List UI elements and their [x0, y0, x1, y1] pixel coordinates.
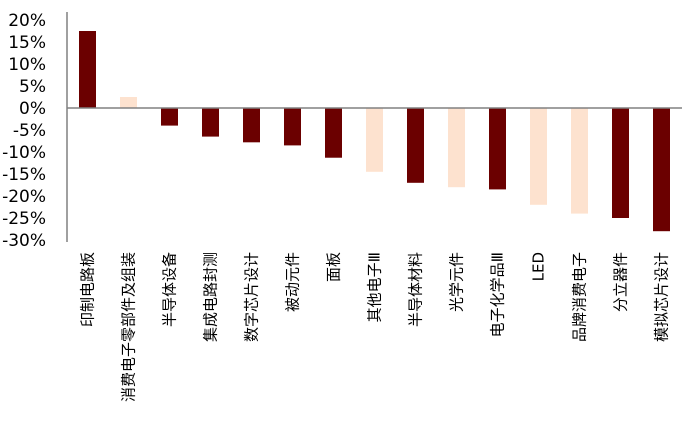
bar — [407, 108, 424, 183]
x-category-label: 被动元件 — [284, 252, 302, 312]
bar — [530, 108, 547, 205]
y-tick-label: -5% — [13, 121, 46, 141]
x-category-label: 消费电子零部件及组装 — [120, 252, 138, 402]
x-category-label: LED — [530, 252, 548, 281]
bar — [161, 108, 178, 126]
y-tick-label: -25% — [2, 209, 46, 229]
bar — [571, 108, 588, 214]
bar — [243, 108, 260, 143]
bar — [653, 108, 670, 232]
axes — [66, 12, 682, 242]
bar — [202, 108, 219, 137]
x-category-label: 电子化学品Ⅲ — [489, 252, 507, 337]
y-tick-label: 10% — [8, 55, 46, 75]
y-tick-label: -15% — [2, 165, 46, 185]
y-tick-label: -30% — [2, 231, 46, 251]
y-tick-label: 15% — [8, 33, 46, 53]
x-category-label: 集成电路封测 — [202, 252, 220, 342]
y-tick-label: 5% — [19, 77, 46, 97]
x-category-label: 其他电子Ⅲ — [366, 252, 384, 322]
bars — [79, 31, 670, 232]
y-axis-ticks: 20%15%10%5%0%-5%-10%-15%-20%-25%-30% — [2, 11, 46, 251]
x-category-label: 模拟芯片设计 — [653, 252, 671, 342]
y-tick-label: -20% — [2, 187, 46, 207]
bar — [448, 108, 465, 188]
y-tick-label: 0% — [19, 99, 46, 119]
x-category-label: 半导体材料 — [407, 252, 425, 327]
y-tick-label: 20% — [8, 11, 46, 31]
x-category-label: 印制电路板 — [79, 252, 97, 327]
x-category-label: 面板 — [325, 252, 343, 282]
x-category-label: 分立器件 — [612, 252, 630, 312]
bar — [79, 31, 96, 108]
x-category-label: 光学元件 — [448, 252, 466, 312]
x-category-label: 半导体设备 — [161, 252, 179, 327]
bar — [120, 97, 137, 108]
bar — [489, 108, 506, 190]
bar — [325, 108, 342, 158]
bar — [366, 108, 383, 172]
x-category-label: 数字芯片设计 — [243, 252, 261, 342]
bar — [612, 108, 629, 218]
x-category-label: 品牌消费电子 — [571, 252, 589, 342]
x-axis-labels: 印制电路板 消费电子零部件及组装 半导体设备 集成电路封测 数字芯片设计 被动元件 面板 其他… — [79, 252, 671, 402]
bar — [284, 108, 301, 146]
y-tick-label: -10% — [2, 143, 46, 163]
